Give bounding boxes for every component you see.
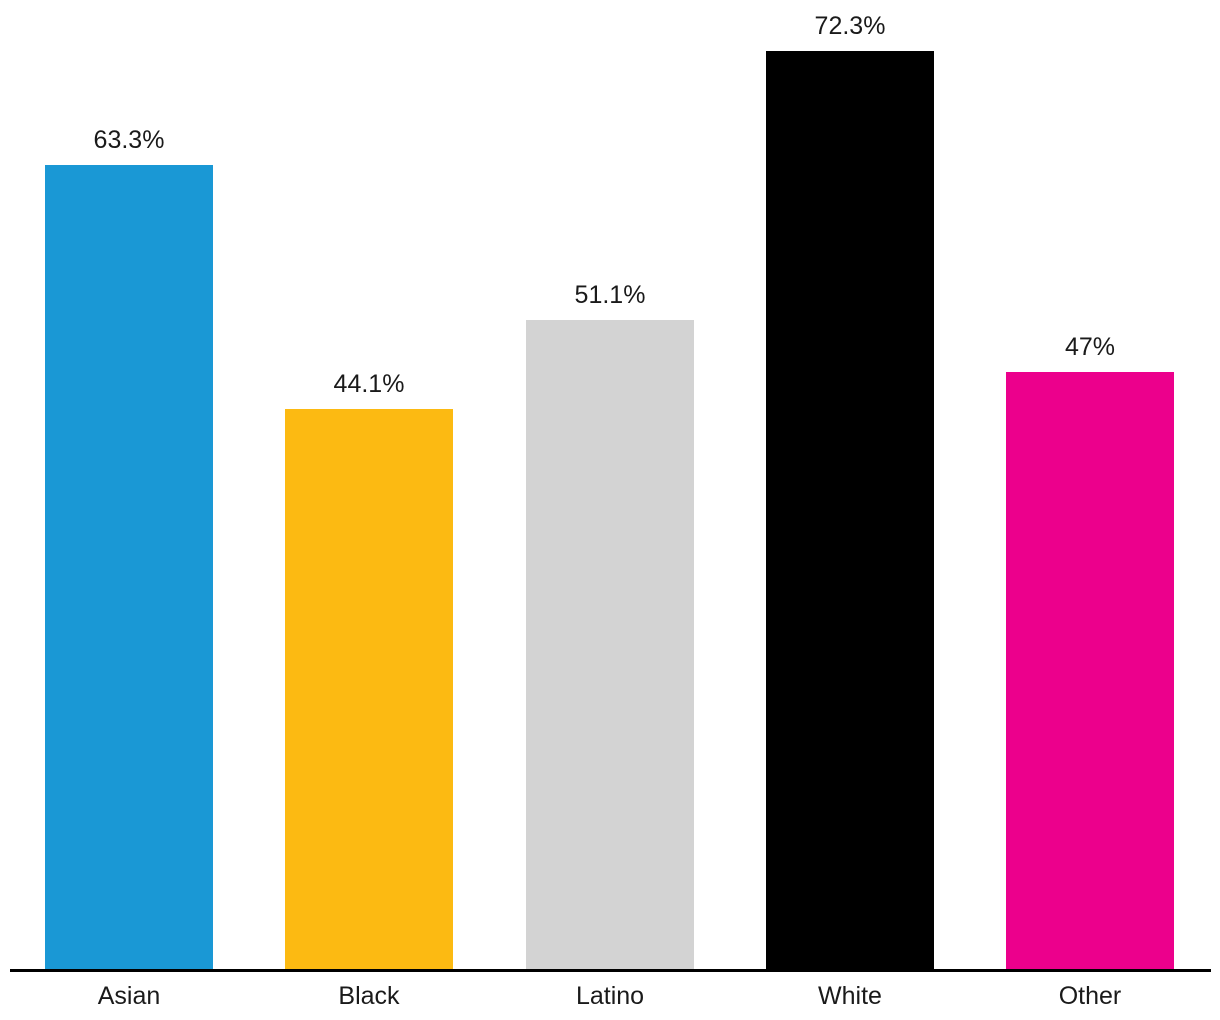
bar bbox=[526, 320, 694, 969]
category-label: Black bbox=[338, 982, 400, 1010]
category-label: Other bbox=[1058, 982, 1122, 1010]
category-label: Latino bbox=[575, 982, 645, 1010]
bar bbox=[45, 165, 213, 969]
x-axis-line bbox=[10, 969, 1211, 972]
bar-group: 47% bbox=[1006, 0, 1174, 969]
value-label: 44.1% bbox=[333, 369, 405, 398]
value-label: 72.3% bbox=[814, 11, 886, 40]
bar bbox=[285, 408, 453, 969]
value-label: 51.1% bbox=[574, 281, 646, 309]
value-label: 63.3% bbox=[93, 126, 165, 155]
category-label: Asian bbox=[97, 982, 161, 1010]
value-label: 47% bbox=[1064, 333, 1116, 362]
bar-group: 63.3% bbox=[45, 0, 213, 969]
bar-group: 44.1% bbox=[285, 0, 453, 969]
bar bbox=[766, 50, 934, 969]
bar-group: 51.1% bbox=[526, 0, 694, 969]
bar bbox=[1006, 372, 1174, 969]
category-label: White bbox=[818, 982, 882, 1010]
bar-group: 72.3% bbox=[766, 0, 934, 969]
